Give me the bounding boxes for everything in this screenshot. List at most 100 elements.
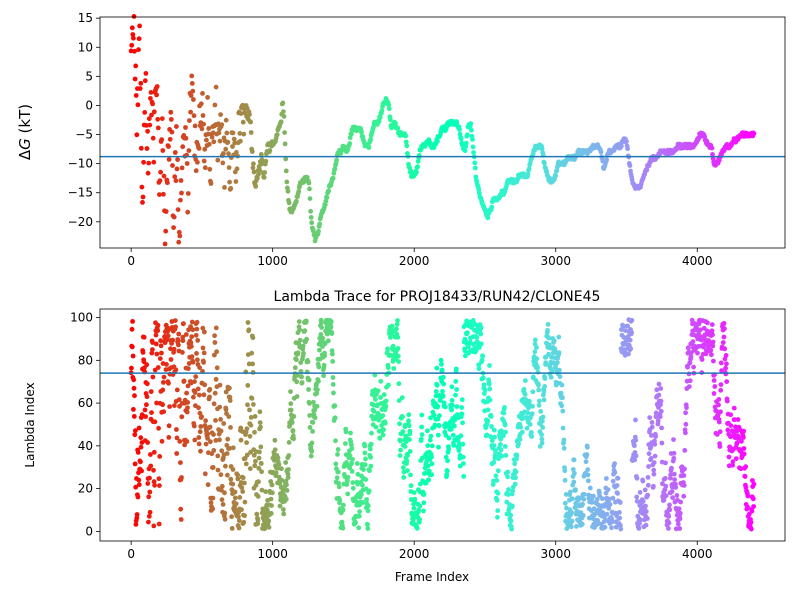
lambda-point — [396, 398, 402, 403]
lambda-point — [241, 519, 247, 525]
lambda-point — [509, 526, 514, 532]
lambda-point — [239, 507, 244, 513]
lambda-point — [397, 438, 403, 444]
dg-ylabel-unit: (kT) — [16, 104, 34, 134]
lambda-point — [721, 321, 727, 326]
dg-point — [710, 152, 715, 157]
dg-point — [311, 228, 316, 234]
lambda-point — [148, 463, 154, 469]
lambda-point — [283, 496, 289, 502]
lambda-point — [525, 410, 531, 416]
lambda-point — [155, 365, 161, 370]
lambda-point — [202, 471, 208, 477]
lambda-point — [491, 443, 497, 448]
lambda-point — [501, 410, 507, 416]
dg-point — [206, 126, 212, 131]
lambda-point — [360, 482, 365, 488]
lambda-point — [366, 488, 372, 494]
dg-point — [179, 165, 185, 171]
lambda-point — [189, 319, 195, 325]
lambda-point — [663, 483, 669, 489]
lambda-point — [546, 351, 551, 357]
lambda-point — [195, 386, 201, 392]
dg-point — [166, 157, 172, 162]
lambda-point — [153, 332, 159, 338]
lambda-point — [193, 332, 199, 338]
lambda-point — [542, 376, 548, 381]
dg-point — [259, 157, 265, 163]
dg-point — [161, 191, 166, 197]
dg-point — [157, 192, 162, 198]
lambda-point — [248, 422, 254, 428]
lambda-point — [516, 441, 521, 447]
dg-point — [261, 175, 267, 180]
lambda-point — [250, 361, 256, 367]
lambda-point — [562, 500, 568, 506]
lambda-point — [666, 514, 672, 519]
dg-point — [216, 130, 222, 136]
lambda-point — [629, 317, 635, 323]
lambda-point — [180, 350, 185, 355]
lambda-point — [219, 448, 225, 454]
lambda-point — [202, 382, 208, 388]
lambda-point — [138, 459, 143, 465]
lambda-point — [191, 423, 197, 429]
lambda-point — [347, 453, 353, 459]
lambda-point — [473, 348, 479, 353]
lambda-point — [677, 516, 683, 522]
dg-point — [146, 116, 152, 122]
dg-point — [306, 180, 312, 186]
lambda-point — [479, 357, 485, 363]
lambda-point — [645, 482, 651, 488]
dg-point — [386, 102, 392, 108]
dg-point — [150, 135, 156, 141]
lambda-point — [495, 468, 501, 474]
lambda-point — [281, 511, 287, 517]
lambda-point — [246, 327, 252, 333]
lambda-point — [534, 345, 539, 350]
dg-point — [471, 150, 476, 155]
lambda-point — [749, 508, 755, 514]
lambda-point — [642, 487, 648, 493]
lambda-point — [348, 430, 353, 436]
lambda-point — [581, 492, 587, 497]
dg-point — [178, 178, 184, 183]
dg-point — [473, 174, 479, 180]
dg-point — [171, 214, 177, 220]
lambda-point — [367, 468, 372, 474]
lambda-point — [226, 414, 232, 419]
lambda-point — [275, 465, 281, 471]
lambda-point — [361, 467, 366, 472]
lambda-point — [236, 518, 242, 523]
lambda-point — [182, 442, 188, 448]
lambda-point — [161, 374, 167, 380]
lambda-point — [319, 320, 324, 325]
lambda-point — [651, 460, 657, 465]
dg-point — [251, 161, 256, 167]
lambda-point — [145, 440, 151, 445]
dg-point — [176, 239, 182, 245]
lambda-point — [343, 429, 349, 435]
dg-point — [131, 35, 136, 41]
lambda-point — [227, 446, 233, 451]
lambda-point — [738, 466, 744, 472]
lambda-point — [580, 501, 585, 507]
lambda-point — [192, 379, 197, 384]
lambda-point — [502, 422, 508, 428]
dg-point — [366, 145, 372, 151]
lambda-point — [176, 397, 182, 402]
dg-point — [189, 81, 195, 86]
dg-point — [189, 73, 195, 79]
lambda-point — [637, 490, 643, 495]
dg-point — [188, 109, 194, 115]
lambda-point — [380, 432, 386, 438]
lambda-point — [510, 488, 516, 494]
dg-point — [154, 92, 160, 98]
dg-point — [136, 47, 141, 53]
dg-point — [308, 208, 313, 214]
lambda-point — [242, 499, 248, 505]
x-tick-label: 1000 — [257, 547, 288, 561]
dg-point — [457, 127, 462, 132]
lambda-point — [498, 442, 503, 447]
lambda-point — [659, 425, 664, 431]
